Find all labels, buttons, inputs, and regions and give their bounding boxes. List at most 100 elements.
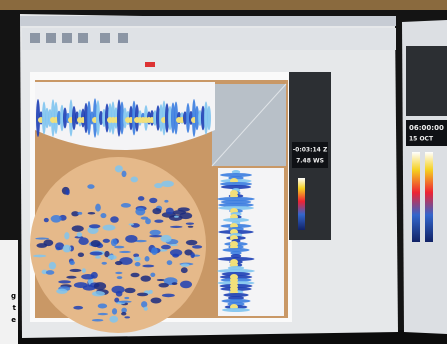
- echo: [62, 244, 72, 253]
- title-bar: [20, 16, 396, 26]
- echo: [35, 237, 50, 240]
- second-color-scale: [412, 152, 420, 242]
- echo: [117, 99, 121, 137]
- echo: [81, 273, 95, 280]
- echo: [91, 291, 105, 297]
- echo: [111, 308, 118, 315]
- echo: [121, 170, 127, 178]
- echo: [115, 290, 123, 297]
- echo: [220, 185, 252, 189]
- caption-letter: t: [13, 304, 17, 312]
- echo: [97, 312, 109, 316]
- caption-letter: g: [11, 292, 16, 300]
- second-side-panel: [406, 46, 447, 116]
- echo: [119, 257, 133, 265]
- echo: [116, 276, 123, 280]
- echo: [119, 250, 131, 254]
- echo: [105, 103, 109, 133]
- echo: [120, 101, 124, 135]
- echo: [101, 261, 107, 265]
- echo: [33, 254, 47, 258]
- second-color-scale: [425, 152, 433, 242]
- echo: [187, 225, 194, 228]
- echo: [77, 252, 85, 258]
- echo: [125, 234, 138, 243]
- tool-icon[interactable]: [46, 33, 56, 43]
- echo: [114, 245, 125, 249]
- echo: [156, 105, 160, 131]
- echo: [159, 104, 163, 132]
- echo: [150, 297, 162, 304]
- echo: [136, 292, 149, 297]
- echo: [48, 261, 57, 270]
- echo: [77, 211, 83, 215]
- profile-right: [218, 168, 284, 316]
- echo: [87, 184, 95, 189]
- echo: [65, 189, 70, 196]
- echo: [124, 316, 131, 319]
- echo: [89, 251, 103, 256]
- echo: [87, 100, 91, 136]
- echo: [171, 282, 178, 286]
- echo: [115, 271, 123, 275]
- echo: [123, 107, 127, 129]
- echo: [36, 98, 40, 138]
- echo: [43, 217, 49, 223]
- caption-letter: e: [11, 316, 16, 324]
- echo: [96, 100, 100, 136]
- echo: [230, 254, 242, 258]
- echo: [153, 110, 157, 126]
- echo: [102, 238, 110, 243]
- echo: [171, 102, 175, 134]
- tool-icon[interactable]: [118, 33, 128, 43]
- echo: [132, 100, 136, 136]
- echo: [220, 173, 252, 177]
- echo: [91, 318, 104, 322]
- echo: [76, 232, 83, 238]
- echo: [102, 224, 116, 231]
- echo: [133, 253, 140, 258]
- echo: [78, 237, 89, 246]
- value-label: 7.48 WS: [296, 158, 324, 165]
- echo: [150, 272, 156, 278]
- echo: [144, 256, 150, 262]
- echo: [109, 315, 119, 323]
- echo: [110, 238, 118, 247]
- echo: [135, 207, 146, 216]
- echo: [93, 282, 107, 291]
- echo: [230, 251, 242, 255]
- echo: [142, 264, 155, 268]
- echo: [220, 200, 252, 204]
- echo: [74, 236, 84, 239]
- echo: [219, 182, 253, 186]
- echo: [95, 203, 101, 212]
- echo: [64, 232, 70, 240]
- echo: [140, 216, 149, 220]
- echo: [207, 105, 211, 131]
- tool-icon[interactable]: [62, 33, 72, 43]
- caption-strip: [0, 240, 18, 344]
- echo: [81, 268, 86, 273]
- echo: [149, 234, 163, 238]
- echo: [166, 260, 173, 266]
- echo: [94, 255, 102, 259]
- echo: [204, 101, 208, 135]
- echo: [217, 257, 255, 261]
- tool-icon[interactable]: [30, 33, 40, 43]
- echo: [221, 299, 251, 303]
- echo: [90, 240, 101, 248]
- second-date-label: 15 OCT: [409, 136, 434, 143]
- echo: [217, 269, 255, 273]
- echo: [114, 261, 123, 266]
- echo: [218, 203, 254, 207]
- tool-icon[interactable]: [100, 33, 110, 43]
- echo: [191, 245, 203, 249]
- time-label: -0:03:14 Z: [293, 147, 328, 154]
- echo: [133, 256, 141, 262]
- echo: [154, 182, 163, 189]
- color-scale: [298, 178, 305, 230]
- tool-icon[interactable]: [78, 33, 88, 43]
- echo: [73, 305, 84, 310]
- toolbar-icons: [30, 33, 128, 43]
- echo: [117, 300, 132, 303]
